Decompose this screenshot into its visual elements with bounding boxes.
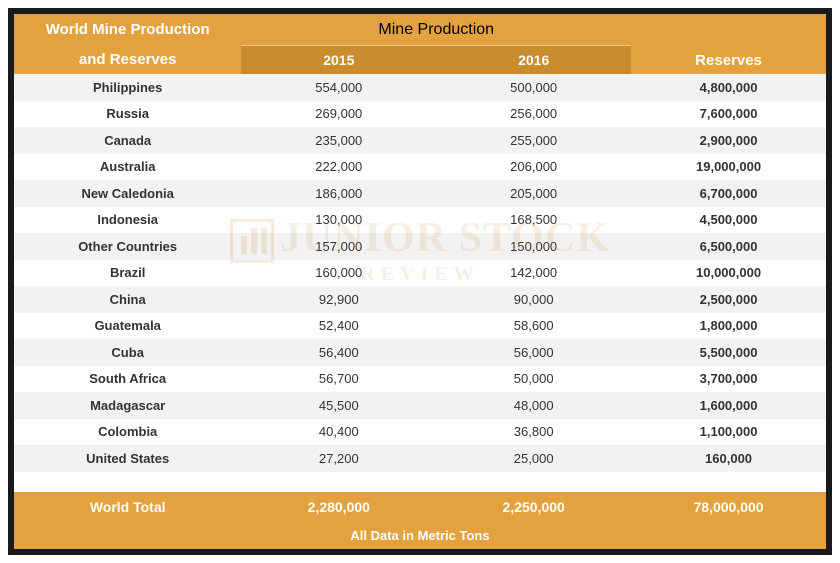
cell-2015: 52,400 xyxy=(241,318,436,333)
cell-2016: 48,000 xyxy=(436,398,631,413)
header-reserves-top xyxy=(631,14,826,46)
header-year-2015: 2015 xyxy=(241,46,436,74)
cell-country: China xyxy=(14,292,241,307)
cell-country: Cuba xyxy=(14,345,241,360)
cell-2015: 554,000 xyxy=(241,80,436,95)
cell-reserves: 4,500,000 xyxy=(631,212,826,227)
table-header: World Mine Production Mine Production an… xyxy=(14,14,826,74)
cell-reserves: 3,700,000 xyxy=(631,371,826,386)
cell-country: New Caledonia xyxy=(14,186,241,201)
cell-2015: 56,400 xyxy=(241,345,436,360)
cell-country: Madagascar xyxy=(14,398,241,413)
cell-2015: 235,000 xyxy=(241,133,436,148)
table-row: Indonesia130,000168,5004,500,000 xyxy=(14,207,826,234)
cell-country: Australia xyxy=(14,159,241,174)
cell-2016: 168,500 xyxy=(436,212,631,227)
cell-country: Russia xyxy=(14,106,241,121)
total-reserves: 78,000,000 xyxy=(631,499,826,515)
table-frame: World Mine Production Mine Production an… xyxy=(8,8,832,555)
table-body: JUNIOR STOCK REVIEW Philippines554,00050… xyxy=(14,74,826,492)
cell-country: Colombia xyxy=(14,424,241,439)
cell-2016: 500,000 xyxy=(436,80,631,95)
cell-reserves: 2,900,000 xyxy=(631,133,826,148)
cell-country: Canada xyxy=(14,133,241,148)
cell-2015: 186,000 xyxy=(241,186,436,201)
cell-2016: 58,600 xyxy=(436,318,631,333)
table-row: Colombia40,40036,8001,100,000 xyxy=(14,419,826,446)
table-row: Australia222,000206,00019,000,000 xyxy=(14,154,826,181)
table-row: China92,90090,0002,500,000 xyxy=(14,286,826,313)
footer-note: All Data in Metric Tons xyxy=(14,522,826,549)
total-2016: 2,250,000 xyxy=(436,499,631,515)
table-row: United States27,20025,000160,000 xyxy=(14,445,826,472)
cell-2016: 25,000 xyxy=(436,451,631,466)
cell-country: Guatemala xyxy=(14,318,241,333)
table-row: Madagascar45,50048,0001,600,000 xyxy=(14,392,826,419)
cell-reserves: 6,500,000 xyxy=(631,239,826,254)
cell-reserves: 1,800,000 xyxy=(631,318,826,333)
cell-country: Philippines xyxy=(14,80,241,95)
total-label: World Total xyxy=(14,499,241,515)
cell-2016: 90,000 xyxy=(436,292,631,307)
cell-2015: 56,700 xyxy=(241,371,436,386)
cell-2015: 269,000 xyxy=(241,106,436,121)
cell-2015: 45,500 xyxy=(241,398,436,413)
cell-reserves: 10,000,000 xyxy=(631,265,826,280)
total-row: World Total 2,280,000 2,250,000 78,000,0… xyxy=(14,492,826,522)
header-reserves: Reserves xyxy=(631,46,826,74)
cell-reserves: 19,000,000 xyxy=(631,159,826,174)
table-row: Guatemala52,40058,6001,800,000 xyxy=(14,313,826,340)
cell-2016: 36,800 xyxy=(436,424,631,439)
cell-2015: 40,400 xyxy=(241,424,436,439)
cell-reserves: 6,700,000 xyxy=(631,186,826,201)
cell-2016: 50,000 xyxy=(436,371,631,386)
header-mine-production: Mine Production xyxy=(241,14,631,46)
cell-reserves: 5,500,000 xyxy=(631,345,826,360)
cell-2015: 130,000 xyxy=(241,212,436,227)
cell-country: Other Countries xyxy=(14,239,241,254)
cell-reserves: 7,600,000 xyxy=(631,106,826,121)
cell-2015: 160,000 xyxy=(241,265,436,280)
header-year-2016: 2016 xyxy=(436,46,631,74)
cell-country: South Africa xyxy=(14,371,241,386)
cell-reserves: 1,600,000 xyxy=(631,398,826,413)
cell-reserves: 2,500,000 xyxy=(631,292,826,307)
cell-2015: 157,000 xyxy=(241,239,436,254)
cell-2016: 142,000 xyxy=(436,265,631,280)
cell-country: United States xyxy=(14,451,241,466)
table-row: Cuba56,40056,0005,500,000 xyxy=(14,339,826,366)
table-row: Russia269,000256,0007,600,000 xyxy=(14,101,826,128)
cell-country: Brazil xyxy=(14,265,241,280)
table-row: Brazil160,000142,00010,000,000 xyxy=(14,260,826,287)
cell-2015: 27,200 xyxy=(241,451,436,466)
cell-2016: 205,000 xyxy=(436,186,631,201)
table-row: Philippines554,000500,0004,800,000 xyxy=(14,74,826,101)
table-row: New Caledonia186,000205,0006,700,000 xyxy=(14,180,826,207)
cell-2015: 92,900 xyxy=(241,292,436,307)
cell-2016: 56,000 xyxy=(436,345,631,360)
cell-2016: 255,000 xyxy=(436,133,631,148)
cell-2015: 222,000 xyxy=(241,159,436,174)
cell-2016: 256,000 xyxy=(436,106,631,121)
cell-reserves: 1,100,000 xyxy=(631,424,826,439)
cell-reserves: 160,000 xyxy=(631,451,826,466)
table-row: Canada235,000255,0002,900,000 xyxy=(14,127,826,154)
header-title: and Reserves xyxy=(14,46,241,74)
table-row: South Africa56,70050,0003,700,000 xyxy=(14,366,826,393)
cell-reserves: 4,800,000 xyxy=(631,80,826,95)
cell-2016: 206,000 xyxy=(436,159,631,174)
cell-country: Indonesia xyxy=(14,212,241,227)
total-2015: 2,280,000 xyxy=(241,499,436,515)
cell-2016: 150,000 xyxy=(436,239,631,254)
header-title-top: World Mine Production xyxy=(14,14,241,46)
table-row: Other Countries157,000150,0006,500,000 xyxy=(14,233,826,260)
